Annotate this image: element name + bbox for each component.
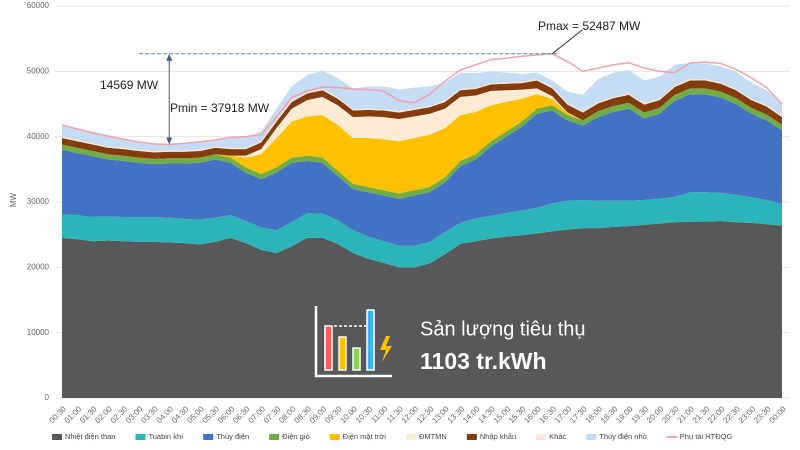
- area: [62, 88, 782, 194]
- area: [62, 80, 782, 159]
- legend-swatch: [405, 434, 416, 440]
- y-tick-label: 0: [45, 393, 50, 402]
- pmax-pointer: [551, 29, 583, 55]
- pmax-label: Pmax = 52487 MW: [538, 19, 641, 33]
- y-tick-label: 60000: [27, 1, 50, 10]
- overlay-value: 1103 tr.kWh: [420, 348, 547, 374]
- y-tick-label: 40000: [27, 132, 50, 141]
- area: [62, 94, 782, 246]
- legend-label: Điện mặt trời: [343, 432, 387, 441]
- y-tick-label: 20000: [27, 262, 50, 271]
- arrow-head: [166, 137, 173, 145]
- area: [62, 192, 782, 268]
- area: [62, 62, 782, 152]
- legend-swatch: [586, 434, 597, 440]
- legend-label: Thủy điện nhỏ: [599, 432, 647, 441]
- legend-swatch: [269, 434, 280, 440]
- x-tick-label: 10:30: [354, 404, 375, 425]
- legend-swatch: [329, 434, 340, 440]
- legend: Nhiệt điện than Tuabin khí Thủy điện Điện g…: [52, 432, 732, 441]
- legend-label: Nhiệt điện than: [65, 432, 115, 441]
- y-tick-label: 50000: [27, 66, 50, 75]
- legend-label: Khác: [549, 432, 566, 441]
- y-axis-label: MW: [9, 192, 18, 207]
- area: [62, 220, 782, 398]
- y-tick-label: 10000: [27, 328, 50, 337]
- x-tick-label: 00:00: [767, 404, 788, 425]
- legend-swatch: [466, 434, 477, 440]
- diff-label: 14569 MW: [100, 78, 159, 92]
- load-line: [61, 52, 783, 146]
- y-tick-label: 30000: [27, 197, 50, 206]
- legend-label: ĐMTMN: [419, 432, 447, 441]
- arrow-head: [166, 53, 173, 61]
- area: [62, 88, 782, 159]
- overlay-title: Sản lượng tiêu thụ: [420, 318, 586, 340]
- legend-label: Phụ tải HTĐQG: [680, 432, 733, 441]
- legend-swatch: [52, 434, 62, 440]
- legend-swatch: [536, 434, 547, 440]
- legend-label: Tuabin khí: [148, 432, 184, 441]
- legend-label: Điện gió: [282, 432, 310, 441]
- plot-area: 010000200003000040000500006000000:3001:0…: [27, 1, 790, 425]
- legend-label: Thủy điện: [216, 432, 249, 441]
- legend-label: Nhập khẩu: [480, 432, 516, 441]
- legend-swatch: [203, 434, 214, 440]
- pmin-label: Pmin = 37918 MW: [170, 101, 270, 115]
- legend-swatch: [135, 434, 146, 440]
- overlay-icon: [314, 306, 392, 378]
